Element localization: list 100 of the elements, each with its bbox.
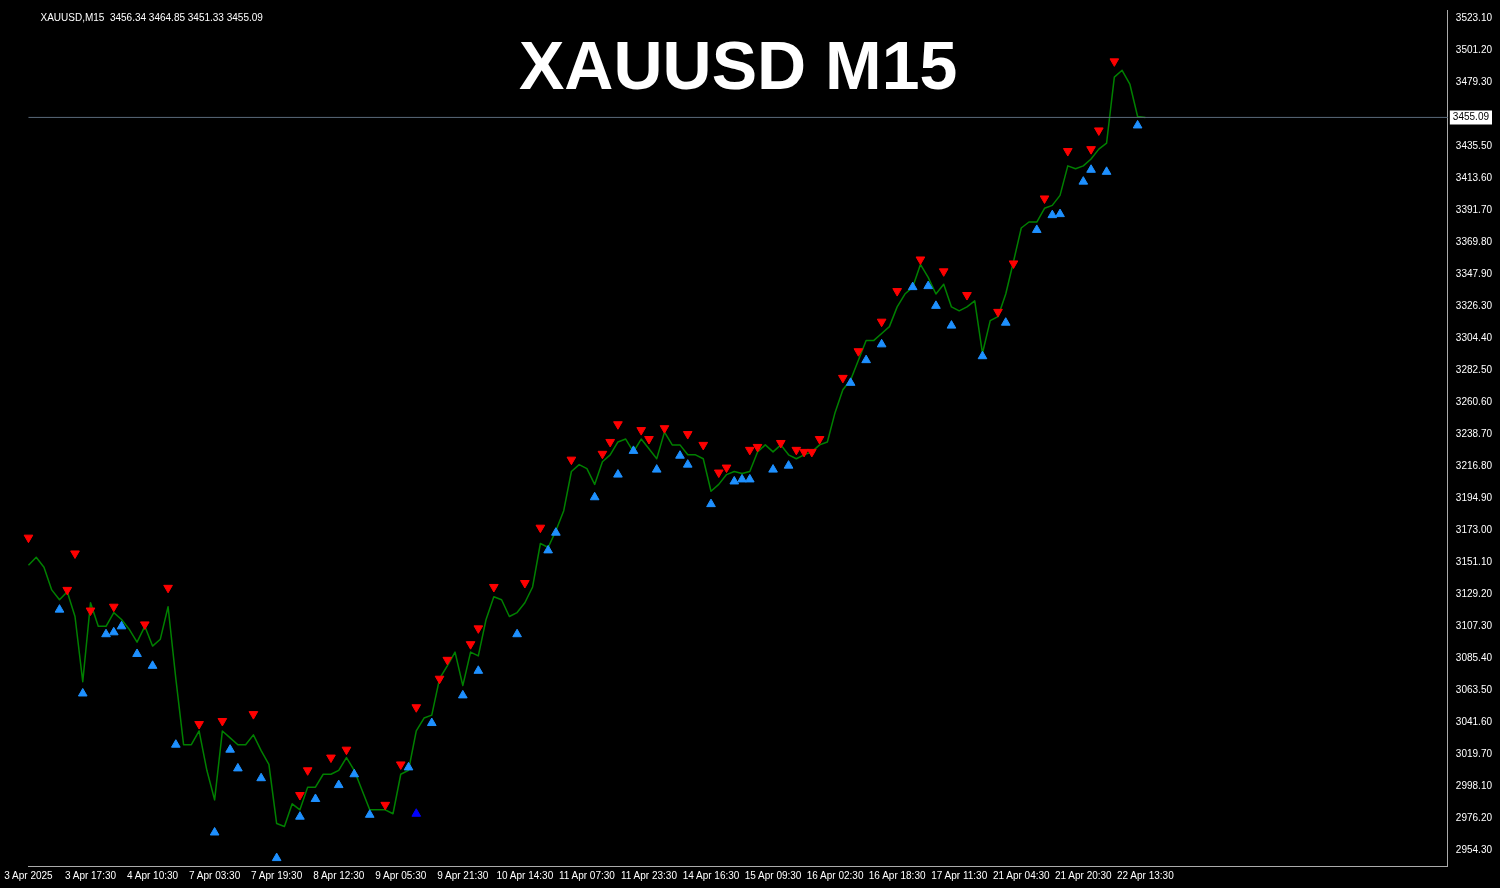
- point: [70, 550, 80, 559]
- y-tick-label: 3523.10: [1455, 11, 1493, 23]
- point: [791, 446, 802, 456]
- point: [977, 350, 988, 360]
- x-tick-label: 3 Apr 17:30: [64, 869, 117, 881]
- x-tick-label: 14 Apr 16:30: [682, 869, 740, 881]
- point: [248, 711, 259, 720]
- point: [139, 621, 150, 630]
- point: [233, 762, 243, 772]
- y-tick-label: 3019.70: [1455, 748, 1493, 760]
- point: [473, 665, 484, 674]
- point: [310, 793, 321, 802]
- point: [931, 300, 941, 309]
- point: [651, 464, 662, 473]
- point: [1078, 176, 1089, 185]
- point: [551, 527, 561, 536]
- x-tick-label: 16 Apr 18:30: [868, 869, 926, 881]
- x-tick-label: 3 Apr 2025: [4, 869, 54, 881]
- chart-subtitle: XAUUSD,M15 3456.34 3464.85 3451.33 3455.09: [40, 11, 264, 23]
- point: [597, 450, 608, 460]
- point: [993, 308, 1003, 318]
- point: [442, 656, 453, 666]
- point: [147, 660, 158, 669]
- point: [520, 580, 530, 589]
- point: [132, 648, 142, 657]
- point: [380, 801, 391, 811]
- point: [907, 281, 918, 291]
- point: [349, 768, 360, 778]
- point: [1062, 148, 1073, 157]
- y-tick-label: 3326.30: [1455, 299, 1493, 311]
- y-tick-label: 2954.30: [1455, 843, 1493, 855]
- point: [845, 377, 856, 386]
- point: [729, 475, 740, 485]
- point: [853, 348, 864, 357]
- point: [403, 761, 414, 771]
- point: [535, 524, 546, 534]
- point: [333, 779, 344, 789]
- point: [682, 431, 693, 440]
- y-tick-label: 3085.40: [1455, 652, 1493, 664]
- point: [783, 460, 794, 469]
- point: [108, 603, 119, 613]
- y-tick-label: 3282.50: [1455, 363, 1493, 375]
- point: [1039, 195, 1050, 204]
- point: [23, 534, 34, 544]
- point: [489, 583, 499, 593]
- x-tick-label: 21 Apr 04:30: [992, 869, 1051, 881]
- point: [54, 604, 65, 613]
- point: [302, 767, 313, 776]
- point: [1047, 209, 1058, 219]
- y-tick-label: 3479.30: [1455, 75, 1493, 87]
- point: [682, 459, 693, 468]
- x-tick-label: 21 Apr 20:30: [1054, 869, 1113, 881]
- point: [613, 469, 623, 478]
- x-tick-label: 8 Apr 12:30: [313, 869, 365, 881]
- point: [713, 469, 724, 479]
- point: [946, 320, 957, 329]
- y-tick-label: 3129.20: [1455, 588, 1493, 600]
- point: [395, 761, 406, 770]
- point: [465, 641, 476, 650]
- point: [861, 354, 871, 364]
- point: [876, 338, 887, 348]
- point: [814, 436, 825, 445]
- point: [892, 288, 902, 297]
- y-tick-label: 3413.60: [1455, 171, 1493, 183]
- x-tick-label: 11 Apr 07:30: [558, 869, 616, 881]
- x-tick-label: 4 Apr 10:30: [126, 869, 179, 881]
- point: [1055, 208, 1065, 218]
- y-tick-label: 3041.60: [1455, 716, 1493, 728]
- point: [659, 425, 670, 434]
- point: [744, 446, 755, 456]
- y-tick-label: 3304.40: [1455, 331, 1493, 343]
- chart-title: XAUUSD M15: [518, 26, 958, 103]
- point: [752, 443, 763, 453]
- point: [171, 739, 181, 748]
- point: [698, 441, 709, 451]
- point: [768, 464, 778, 473]
- y-tick-label: 3260.60: [1455, 395, 1493, 407]
- point: [543, 544, 553, 554]
- point: [295, 792, 305, 801]
- point: [1093, 127, 1104, 136]
- point: [675, 450, 685, 459]
- point: [605, 438, 616, 448]
- point: [644, 436, 654, 445]
- y-tick-label: 3194.90: [1455, 491, 1493, 503]
- point: [838, 374, 848, 384]
- point: [217, 717, 228, 727]
- x-tick-label: 9 Apr 05:30: [375, 869, 427, 881]
- point: [744, 473, 755, 483]
- point: [1031, 224, 1042, 233]
- x-tick-label: 11 Apr 23:30: [620, 869, 678, 881]
- y-tick-label: 2998.10: [1455, 779, 1493, 791]
- point: [62, 586, 73, 596]
- y-tick-label: 2976.20: [1455, 811, 1493, 823]
- point: [101, 628, 111, 638]
- point: [807, 448, 817, 458]
- point: [706, 498, 716, 508]
- point: [613, 421, 623, 430]
- x-tick-label: 7 Apr 03:30: [189, 869, 241, 881]
- y-tick-label: 3238.70: [1455, 427, 1493, 439]
- y-tick-label: 3063.50: [1455, 684, 1493, 696]
